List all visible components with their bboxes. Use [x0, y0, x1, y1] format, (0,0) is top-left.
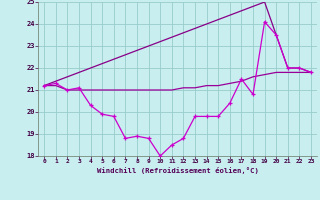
X-axis label: Windchill (Refroidissement éolien,°C): Windchill (Refroidissement éolien,°C) [97, 167, 259, 174]
